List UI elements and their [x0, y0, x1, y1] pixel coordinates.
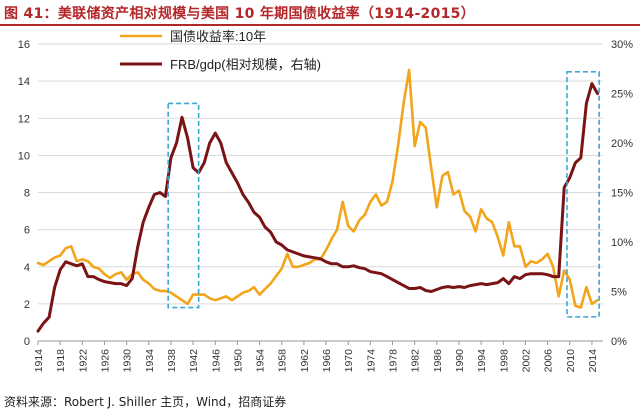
y-right-tick-label: 0% — [611, 336, 627, 348]
y-right-tick-label: 25% — [611, 89, 633, 101]
x-tick-label: 1934 — [144, 349, 156, 373]
tick-labels: 0 2 4 6 8 10 12 14 16 0% 5% 10% 15% 20% 25% 30% 1914 1918… — [18, 39, 633, 372]
x-tick-label: 1970 — [343, 349, 355, 373]
x-tick-label: 1986 — [432, 349, 444, 373]
y-right-tick-label: 5% — [611, 287, 627, 299]
x-tick-label: 1966 — [321, 349, 333, 373]
y-left-tick-label: 8 — [24, 188, 30, 200]
y-left-tick-label: 2 — [24, 299, 30, 311]
x-tick-label: 1994 — [476, 349, 488, 373]
x-tick-label: 2010 — [565, 349, 577, 373]
y-left-tick-label: 0 — [24, 336, 30, 348]
x-tick-label: 1998 — [498, 349, 510, 373]
dual-axis-line-chart: 0 2 4 6 8 10 12 14 16 0% 5% 10% 15% 20% 25% 30% 1914 1918… — [18, 29, 633, 372]
series-lines — [36, 68, 599, 333]
highlight-boxes — [167, 71, 600, 318]
source-note: 资料来源：Robert J. Shiller 主页，Wind，招商证券 — [4, 395, 287, 409]
x-tick-label: 1958 — [277, 349, 289, 373]
y-left-tick-label: 14 — [18, 76, 30, 88]
y-left-tick-label: 4 — [24, 262, 30, 274]
legend-label: 国债收益率:10年 — [170, 29, 266, 44]
x-tick-label: 2002 — [520, 349, 532, 373]
y-right-tick-label: 20% — [611, 138, 633, 150]
x-tick-label: 1938 — [166, 349, 178, 373]
y-right-tick-label: 15% — [611, 188, 633, 200]
x-tick-label: 1954 — [255, 349, 267, 373]
x-tick-label: 1990 — [454, 349, 466, 373]
x-tick-label: 1978 — [388, 349, 400, 373]
x-tick-label: 1918 — [55, 349, 67, 373]
y-left-tick-label: 12 — [18, 113, 30, 125]
x-tick-label: 1914 — [33, 349, 45, 373]
x-tick-label: 1942 — [188, 349, 200, 373]
legend-label: FRB/gdp(相对规模，右轴) — [170, 57, 321, 72]
x-tick-label: 1930 — [122, 349, 134, 373]
figure-title: 图 41：美联储资产相对规模与美国 10 年期国债收益率（1914-2015） — [4, 6, 476, 22]
title-divider — [0, 24, 640, 26]
y-left-tick-label: 10 — [18, 150, 30, 162]
x-tick-label: 1962 — [299, 349, 311, 373]
x-tick-label: 1926 — [99, 349, 111, 373]
y-right-tick-label: 10% — [611, 237, 633, 249]
title-bar: 图 41：美联储资产相对规模与美国 10 年期国债收益率（1914-2015） — [0, 0, 640, 26]
y-right-tick-label: 30% — [611, 39, 633, 51]
x-tick-label: 1974 — [365, 349, 377, 373]
grid-lines — [38, 43, 603, 342]
chart-container: 0 2 4 6 8 10 12 14 16 0% 5% 10% 15% 20% 25% 30% 1914 1918… — [0, 26, 640, 390]
highlight-box — [167, 102, 200, 309]
x-tick-label: 1922 — [77, 349, 89, 373]
legend: 国债收益率:10年 FRB/gdp(相对规模，右轴) — [120, 29, 321, 72]
highlight-box — [566, 71, 600, 318]
yield-series-line — [36, 68, 599, 309]
x-tick-label: 2014 — [587, 349, 599, 373]
x-tick-label: 1946 — [210, 349, 222, 373]
x-tick-label: 1950 — [232, 349, 244, 373]
axes — [37, 340, 603, 345]
x-tick-label: 1982 — [410, 349, 422, 373]
frb-gdp-series-line — [36, 82, 599, 333]
x-tick-label: 2006 — [543, 349, 555, 373]
y-left-tick-label: 6 — [24, 225, 30, 237]
y-left-tick-label: 16 — [18, 39, 30, 51]
